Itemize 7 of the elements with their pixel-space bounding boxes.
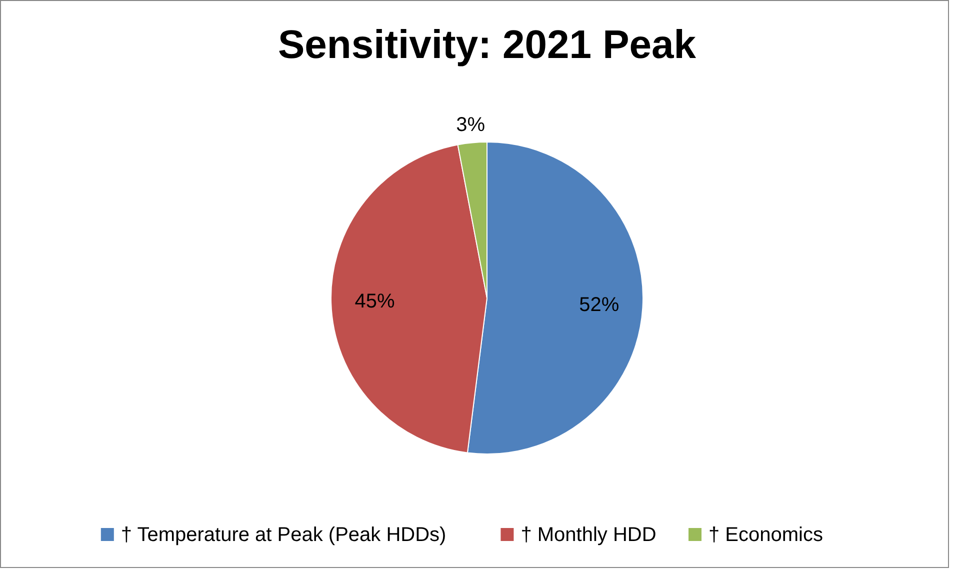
legend-label: † Economics [708, 524, 823, 546]
legend-label: † Monthly HDD [520, 524, 656, 546]
data-label: 3% [456, 114, 486, 136]
data-label: 45% [354, 290, 395, 313]
data-label: 52% [579, 294, 620, 316]
legend-label: † Temperature at Peak (Peak HDDs) [120, 524, 446, 546]
chart-title: Sensitivity: 2021 Peak [278, 23, 697, 67]
